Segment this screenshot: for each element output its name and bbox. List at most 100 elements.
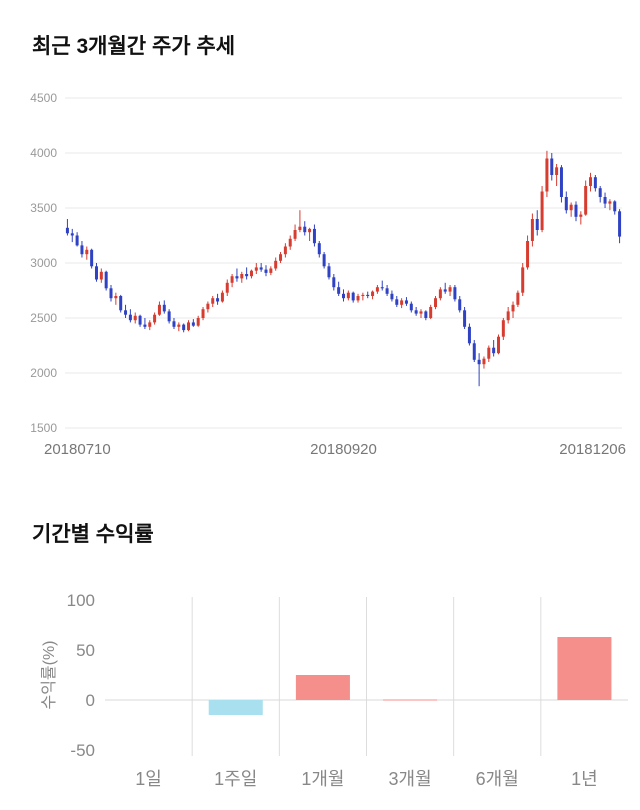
candle-body xyxy=(341,293,346,299)
return-bar xyxy=(557,637,612,700)
return-bar xyxy=(295,675,350,700)
candle-body xyxy=(516,292,520,305)
candle-body xyxy=(361,294,365,296)
candle-body xyxy=(351,292,355,301)
candle-body xyxy=(395,299,399,305)
candle-body xyxy=(434,298,438,307)
candle-body xyxy=(220,292,224,302)
candle-body xyxy=(371,291,375,296)
candle-body xyxy=(157,304,161,315)
candle-body xyxy=(162,304,166,312)
candle-body xyxy=(487,347,491,359)
candle-body xyxy=(419,311,423,314)
candle-body xyxy=(375,287,379,292)
candle-body xyxy=(618,211,622,237)
return-bar xyxy=(383,699,438,701)
candle-body xyxy=(196,318,200,326)
candle-body xyxy=(206,303,210,310)
candle-body xyxy=(283,246,287,255)
candle-body xyxy=(453,287,457,300)
candle-body xyxy=(555,167,559,175)
x-tick-label: 20180920 xyxy=(310,441,377,458)
candle-body xyxy=(424,311,428,318)
y-tick-label: 4000 xyxy=(30,146,57,160)
candle-body xyxy=(65,227,69,234)
candle-body xyxy=(201,309,205,318)
candle-body xyxy=(230,276,234,283)
candle-body xyxy=(114,296,118,299)
return-bar xyxy=(208,700,263,715)
candle-body xyxy=(458,299,462,311)
candle-body xyxy=(322,254,326,267)
y-tick-label: 3500 xyxy=(30,201,57,215)
category-label: 1주일 xyxy=(214,769,257,789)
candle-body xyxy=(521,267,525,293)
candle-body xyxy=(385,288,389,294)
candle-body xyxy=(526,241,530,268)
y-tick-label: 2500 xyxy=(30,311,57,325)
candle-body xyxy=(94,266,98,280)
candle-body xyxy=(496,336,500,354)
candle-body xyxy=(109,288,113,299)
candle-body xyxy=(317,243,321,255)
y-tick-label: -50 xyxy=(70,741,95,760)
x-tick-label: 20180710 xyxy=(44,441,111,458)
candle-body xyxy=(153,314,157,323)
candle-body xyxy=(216,298,220,302)
y-tick-label: 2000 xyxy=(30,366,57,380)
candle-body xyxy=(303,226,307,233)
candle-body xyxy=(463,310,467,327)
candle-body xyxy=(70,233,74,236)
candle-body xyxy=(540,191,544,230)
candle-body xyxy=(182,324,186,331)
candle-body xyxy=(167,311,171,322)
candle-body xyxy=(574,204,578,217)
candle-body xyxy=(337,287,341,294)
x-tick-label: 20181206 xyxy=(559,441,626,458)
y-tick-label: 1500 xyxy=(30,421,57,435)
candle-body xyxy=(404,300,408,304)
candle-body xyxy=(240,274,244,279)
y-tick-label: 4500 xyxy=(30,91,57,105)
candle-body xyxy=(589,177,593,186)
candle-body xyxy=(332,277,336,288)
candle-body xyxy=(235,276,239,279)
candle-body xyxy=(124,310,128,315)
candle-body xyxy=(288,238,292,247)
candle-body xyxy=(492,347,496,354)
candle-body xyxy=(429,307,433,318)
candle-body xyxy=(501,320,505,337)
returns-title: 기간별 수익률 xyxy=(32,523,154,546)
candle-body xyxy=(293,230,297,239)
candle-body xyxy=(467,326,471,344)
category-label: 1일 xyxy=(135,769,162,789)
candle-body xyxy=(443,289,447,292)
candle-body xyxy=(564,197,568,211)
candle-body xyxy=(104,271,108,289)
y-axis-title: 수익률(%) xyxy=(40,640,58,709)
candle-body xyxy=(254,267,258,271)
candle-body xyxy=(99,271,103,280)
candle-body xyxy=(211,298,215,304)
candle-body xyxy=(312,228,316,244)
candle-body xyxy=(346,292,350,299)
candle-body xyxy=(148,322,152,327)
candle-body xyxy=(584,186,588,215)
candle-body xyxy=(191,322,195,326)
candle-body xyxy=(559,167,563,197)
candle-body xyxy=(90,249,94,267)
candle-body xyxy=(400,300,404,305)
candle-body xyxy=(472,343,476,360)
candle-body xyxy=(138,315,142,325)
candle-body xyxy=(550,158,554,175)
candle-body xyxy=(249,270,253,277)
category-label: 1년 xyxy=(571,769,598,789)
candle-body xyxy=(414,310,418,314)
candle-body xyxy=(279,254,283,261)
candle-body xyxy=(187,322,191,331)
candle-body xyxy=(356,296,360,301)
category-label: 3개월 xyxy=(389,769,432,789)
candle-body xyxy=(128,314,132,321)
y-tick-label: 3000 xyxy=(30,256,57,270)
candle-body xyxy=(482,358,486,365)
